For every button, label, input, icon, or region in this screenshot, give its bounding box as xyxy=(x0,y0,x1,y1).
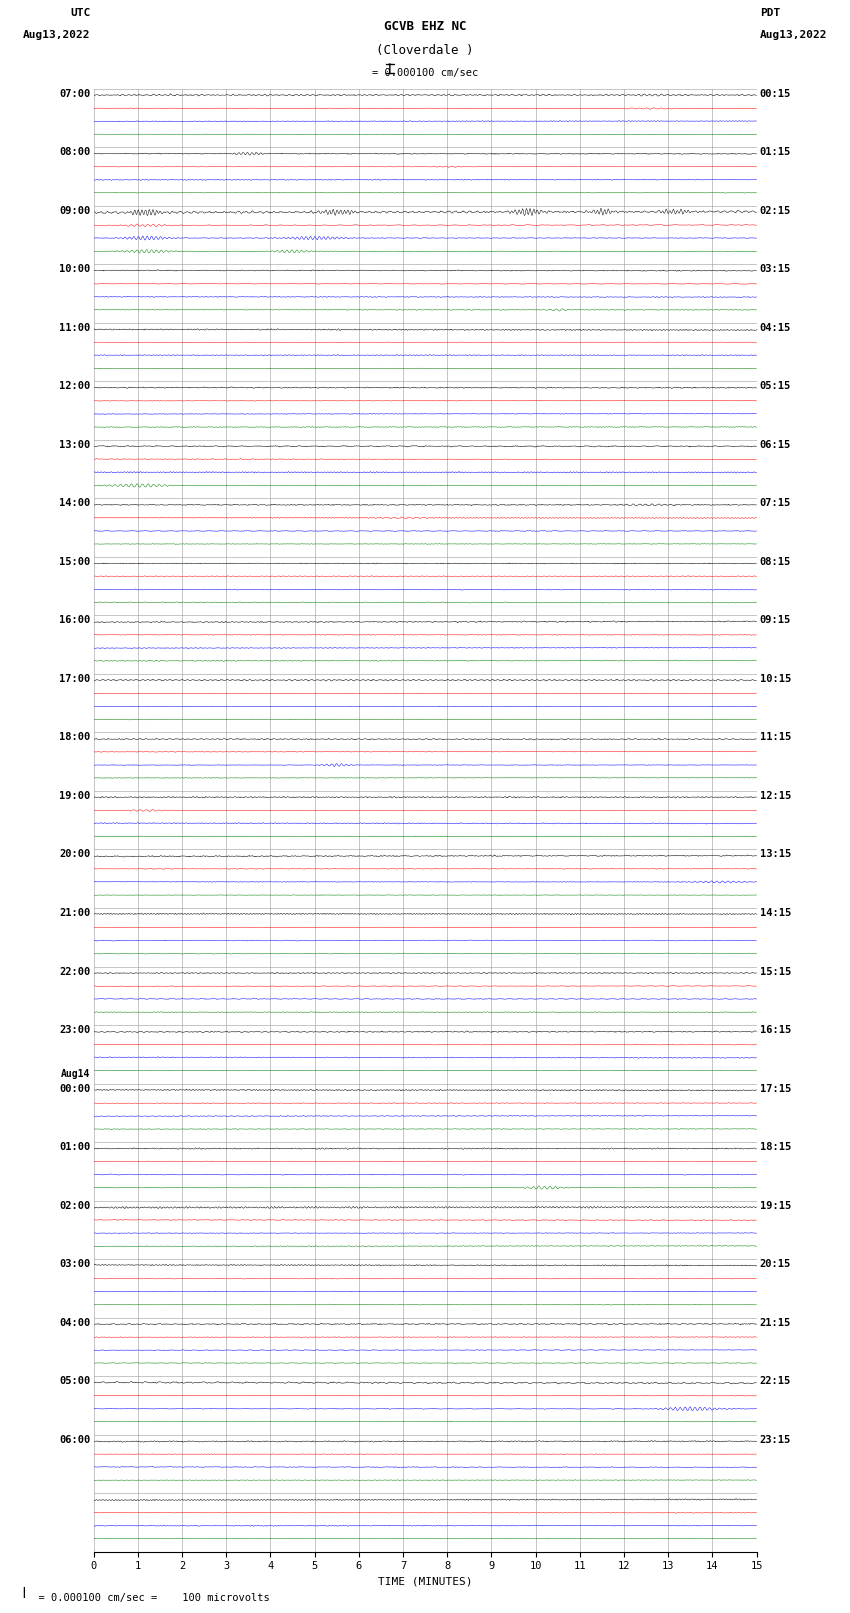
Text: |: | xyxy=(20,1587,27,1598)
Text: 12:15: 12:15 xyxy=(760,790,791,802)
Text: 17:15: 17:15 xyxy=(760,1084,791,1094)
Text: 21:15: 21:15 xyxy=(760,1318,791,1327)
Text: 02:15: 02:15 xyxy=(760,206,791,216)
Text: 01:15: 01:15 xyxy=(760,147,791,156)
Text: 06:15: 06:15 xyxy=(760,440,791,450)
Text: 16:00: 16:00 xyxy=(59,616,90,626)
Text: 17:00: 17:00 xyxy=(59,674,90,684)
Text: 10:15: 10:15 xyxy=(760,674,791,684)
Text: 23:15: 23:15 xyxy=(760,1434,791,1445)
Text: 03:00: 03:00 xyxy=(59,1260,90,1269)
Text: 11:15: 11:15 xyxy=(760,732,791,742)
Text: 03:15: 03:15 xyxy=(760,265,791,274)
Text: 21:00: 21:00 xyxy=(59,908,90,918)
Text: UTC: UTC xyxy=(70,8,90,18)
Text: 18:15: 18:15 xyxy=(760,1142,791,1152)
Text: 07:15: 07:15 xyxy=(760,498,791,508)
Text: PDT: PDT xyxy=(760,8,780,18)
Text: 22:15: 22:15 xyxy=(760,1376,791,1386)
Text: 15:00: 15:00 xyxy=(59,556,90,566)
Text: Aug13,2022: Aug13,2022 xyxy=(760,31,827,40)
Text: 19:15: 19:15 xyxy=(760,1200,791,1211)
Text: 18:00: 18:00 xyxy=(59,732,90,742)
Text: 10:00: 10:00 xyxy=(59,265,90,274)
Text: 04:00: 04:00 xyxy=(59,1318,90,1327)
Text: Aug14: Aug14 xyxy=(61,1069,90,1079)
Text: 00:00: 00:00 xyxy=(59,1084,90,1094)
Text: 14:15: 14:15 xyxy=(760,908,791,918)
Text: 16:15: 16:15 xyxy=(760,1024,791,1036)
Text: 07:00: 07:00 xyxy=(59,89,90,98)
Text: (Cloverdale ): (Cloverdale ) xyxy=(377,44,473,56)
Text: 20:15: 20:15 xyxy=(760,1260,791,1269)
Text: GCVB EHZ NC: GCVB EHZ NC xyxy=(383,19,467,34)
Text: 06:00: 06:00 xyxy=(59,1434,90,1445)
Text: 23:00: 23:00 xyxy=(59,1024,90,1036)
Text: 19:00: 19:00 xyxy=(59,790,90,802)
Text: 09:00: 09:00 xyxy=(59,206,90,216)
Text: 05:15: 05:15 xyxy=(760,381,791,392)
Text: 08:00: 08:00 xyxy=(59,147,90,156)
Text: 15:15: 15:15 xyxy=(760,966,791,976)
Text: 05:00: 05:00 xyxy=(59,1376,90,1386)
Text: 08:15: 08:15 xyxy=(760,556,791,566)
Text: 20:00: 20:00 xyxy=(59,850,90,860)
Text: 14:00: 14:00 xyxy=(59,498,90,508)
Text: = 0.000100 cm/sec =    100 microvolts: = 0.000100 cm/sec = 100 microvolts xyxy=(26,1594,269,1603)
Text: 22:00: 22:00 xyxy=(59,966,90,976)
Text: 02:00: 02:00 xyxy=(59,1200,90,1211)
Text: 00:15: 00:15 xyxy=(760,89,791,98)
Text: Aug13,2022: Aug13,2022 xyxy=(23,31,90,40)
Text: = 0.000100 cm/sec: = 0.000100 cm/sec xyxy=(371,68,478,79)
Text: 13:00: 13:00 xyxy=(59,440,90,450)
Text: 11:00: 11:00 xyxy=(59,323,90,332)
Text: 13:15: 13:15 xyxy=(760,850,791,860)
Text: 01:00: 01:00 xyxy=(59,1142,90,1152)
Text: 09:15: 09:15 xyxy=(760,616,791,626)
X-axis label: TIME (MINUTES): TIME (MINUTES) xyxy=(377,1578,473,1587)
Text: 04:15: 04:15 xyxy=(760,323,791,332)
Text: 12:00: 12:00 xyxy=(59,381,90,392)
